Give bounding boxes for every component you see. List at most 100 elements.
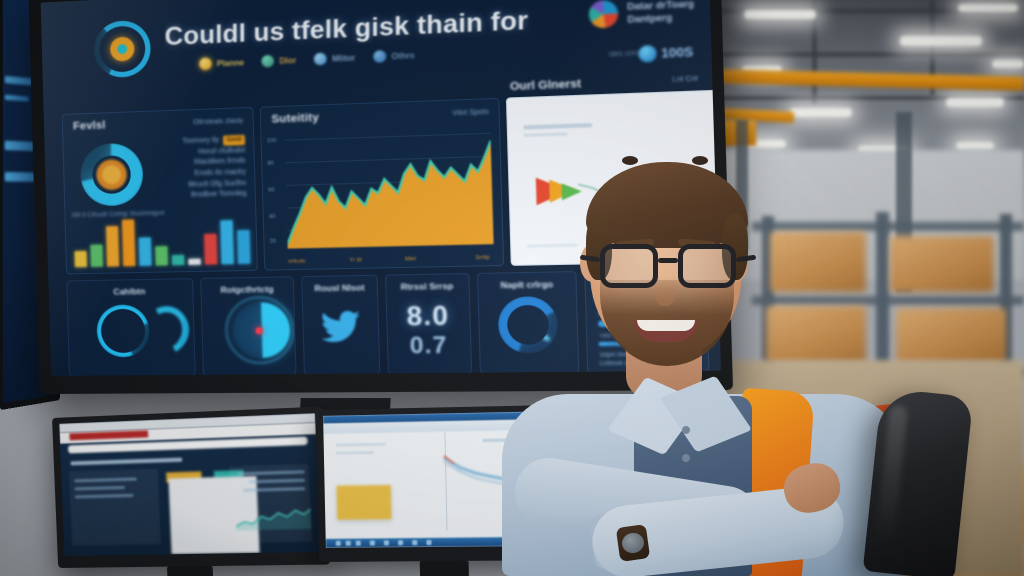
eye bbox=[622, 156, 638, 165]
multicolor-pie-icon bbox=[588, 0, 619, 29]
twitter-bird-icon bbox=[320, 310, 361, 343]
legend-item[interactable]: Dlor bbox=[261, 54, 297, 68]
alert-dot-icon bbox=[254, 327, 263, 335]
dashboard-header: Couldl us tfelk gisk thain for magement … bbox=[41, 0, 713, 109]
right-card-placeholder-line bbox=[523, 132, 568, 137]
chair-highlight bbox=[875, 404, 909, 546]
mouth bbox=[634, 320, 698, 342]
widget-strip: Cahlbtn Rotgcthrtctg Rousl Nlsot bbox=[66, 268, 710, 376]
cardboard-box bbox=[896, 308, 1006, 364]
row-text: Bnolbve Tomnleg bbox=[190, 190, 247, 199]
vest-button bbox=[682, 454, 690, 462]
blue-status-dot-icon bbox=[638, 44, 657, 63]
wristwatch bbox=[615, 524, 651, 562]
left-card[interactable]: Fevlsl Ollrsteals zlasly Toomory tly Gmt… bbox=[61, 106, 258, 275]
cardboard-box bbox=[766, 306, 866, 364]
widget-kpi-numbers[interactable]: Rtrssl Srrsp 8.0 0.7 bbox=[384, 273, 472, 375]
bar bbox=[138, 237, 152, 266]
left-card-footnote: Sltl tl Cllsudl Cotrlgl Sluctrlctgurt bbox=[71, 209, 165, 220]
taskbar-icon[interactable] bbox=[335, 540, 341, 546]
widget-social[interactable]: Rousl Nlsot bbox=[301, 274, 380, 375]
left-desk-monitor-display[interactable] bbox=[59, 413, 322, 556]
legend-label: Dlor bbox=[279, 55, 297, 66]
bar bbox=[155, 245, 168, 266]
ceiling-light bbox=[742, 140, 786, 148]
cardboard-box bbox=[770, 232, 866, 292]
wall-monitor-bezel: Couldl us tfelk gisk thain for magement … bbox=[28, 0, 734, 395]
widget-title: Cahlbtn bbox=[113, 286, 146, 297]
ceiling-truss bbox=[660, 52, 1024, 57]
left-card-row-list: Toomory tly Gmtl Honzl cfullndvt Rlactil… bbox=[138, 135, 247, 203]
dashboard-legend: Planne Dlor Mlitor Othrs bbox=[199, 49, 415, 71]
content-text-line bbox=[335, 451, 375, 455]
teeth bbox=[637, 320, 695, 331]
header-badge[interactable]: Datar drToarg Dantperg bbox=[588, 0, 695, 29]
ceiling-truss bbox=[640, 8, 1024, 14]
wall-monitor[interactable]: Couldl us tfelk gisk thain for magement … bbox=[28, 0, 734, 395]
y-tick: 40 bbox=[268, 213, 276, 221]
mid-card-title: Suteitity bbox=[271, 111, 320, 126]
supply-chain-dashboard[interactable]: Couldl us tfelk gisk thain for magement … bbox=[40, 0, 721, 376]
widget-half-pie[interactable]: Rotgcthrtctg bbox=[199, 276, 297, 376]
left-monitor-stand bbox=[166, 566, 214, 576]
x-tick: Yr ttt bbox=[349, 257, 362, 264]
glasses-bridge bbox=[658, 258, 678, 263]
widget-title: Rotgcthrtctg bbox=[220, 283, 274, 295]
torso bbox=[484, 368, 930, 576]
sticky-note[interactable] bbox=[336, 484, 392, 520]
legend-dot-icon bbox=[373, 49, 387, 63]
header-badge-line1: Datar drToarg bbox=[626, 0, 695, 12]
widget-title: Rousl Nlsot bbox=[314, 282, 365, 294]
bar bbox=[220, 220, 234, 265]
legend-label: Mlitor bbox=[331, 52, 356, 64]
bar bbox=[90, 244, 104, 267]
legend-label: Planne bbox=[216, 57, 245, 68]
bar bbox=[171, 254, 185, 266]
ceiling-light bbox=[958, 4, 1018, 12]
legend-item[interactable]: Planne bbox=[199, 56, 245, 71]
side-screen-text-line bbox=[4, 94, 29, 102]
glasses-lens bbox=[678, 244, 736, 288]
taskbar-icon[interactable] bbox=[369, 540, 375, 546]
legend-dot-icon bbox=[199, 57, 212, 71]
bar bbox=[121, 219, 136, 267]
left-card-row: Bnolbve Tomnleg bbox=[139, 189, 247, 203]
legend-item[interactable]: Mlitor bbox=[313, 51, 356, 66]
legend-label: Othrs bbox=[391, 50, 415, 61]
ceiling-truss bbox=[812, 0, 817, 104]
taskbar-icon[interactable] bbox=[383, 540, 390, 546]
right-content-panel[interactable] bbox=[229, 463, 312, 543]
x-tick: nrtluds bbox=[288, 258, 306, 266]
legend-dot-icon bbox=[261, 54, 275, 68]
taskbar-icon[interactable] bbox=[426, 539, 432, 546]
bar bbox=[237, 230, 251, 264]
ceiling-truss bbox=[930, 0, 935, 96]
left-desk-monitor[interactable] bbox=[52, 406, 331, 576]
watch-face bbox=[620, 531, 646, 555]
kpi-primary-value: 8.0 bbox=[406, 299, 450, 332]
taskbar-icon[interactable] bbox=[355, 540, 361, 546]
area-fill bbox=[284, 140, 494, 249]
right-card-placeholder-line bbox=[523, 123, 593, 130]
legend-item[interactable]: Othrs bbox=[373, 49, 415, 63]
taskbar-icon[interactable] bbox=[412, 540, 418, 546]
header-chip[interactable]: 100S bbox=[638, 43, 694, 63]
y-tick: 20 bbox=[269, 238, 277, 245]
right-card-title: Ourl Glnerst bbox=[509, 77, 582, 94]
y-tick: 100 bbox=[266, 137, 277, 145]
widget-capacity[interactable]: Cahlbtn bbox=[66, 278, 196, 376]
glasses-lens bbox=[600, 244, 658, 288]
mid-card[interactable]: Suteitity Vilot Spots 100 80 60 40 20 bbox=[259, 97, 505, 271]
taskbar-icon[interactable] bbox=[397, 540, 404, 546]
header-badge-text: Datar drToarg Dantperg bbox=[627, 0, 695, 26]
eye bbox=[692, 156, 708, 165]
header-chip-value: 100S bbox=[660, 44, 694, 61]
y-tick: 80 bbox=[267, 160, 274, 167]
logistics-manager bbox=[474, 140, 944, 576]
left-card-subtitle: Ollrsteals zlasly bbox=[192, 117, 244, 127]
black-frame-glasses bbox=[579, 244, 757, 290]
mid-card-subtitle: Vilot Spots bbox=[452, 108, 489, 118]
right-card-subtitle: Lnt Crlr bbox=[672, 75, 699, 84]
bar bbox=[204, 234, 218, 265]
taskbar-icon[interactable] bbox=[345, 540, 351, 546]
